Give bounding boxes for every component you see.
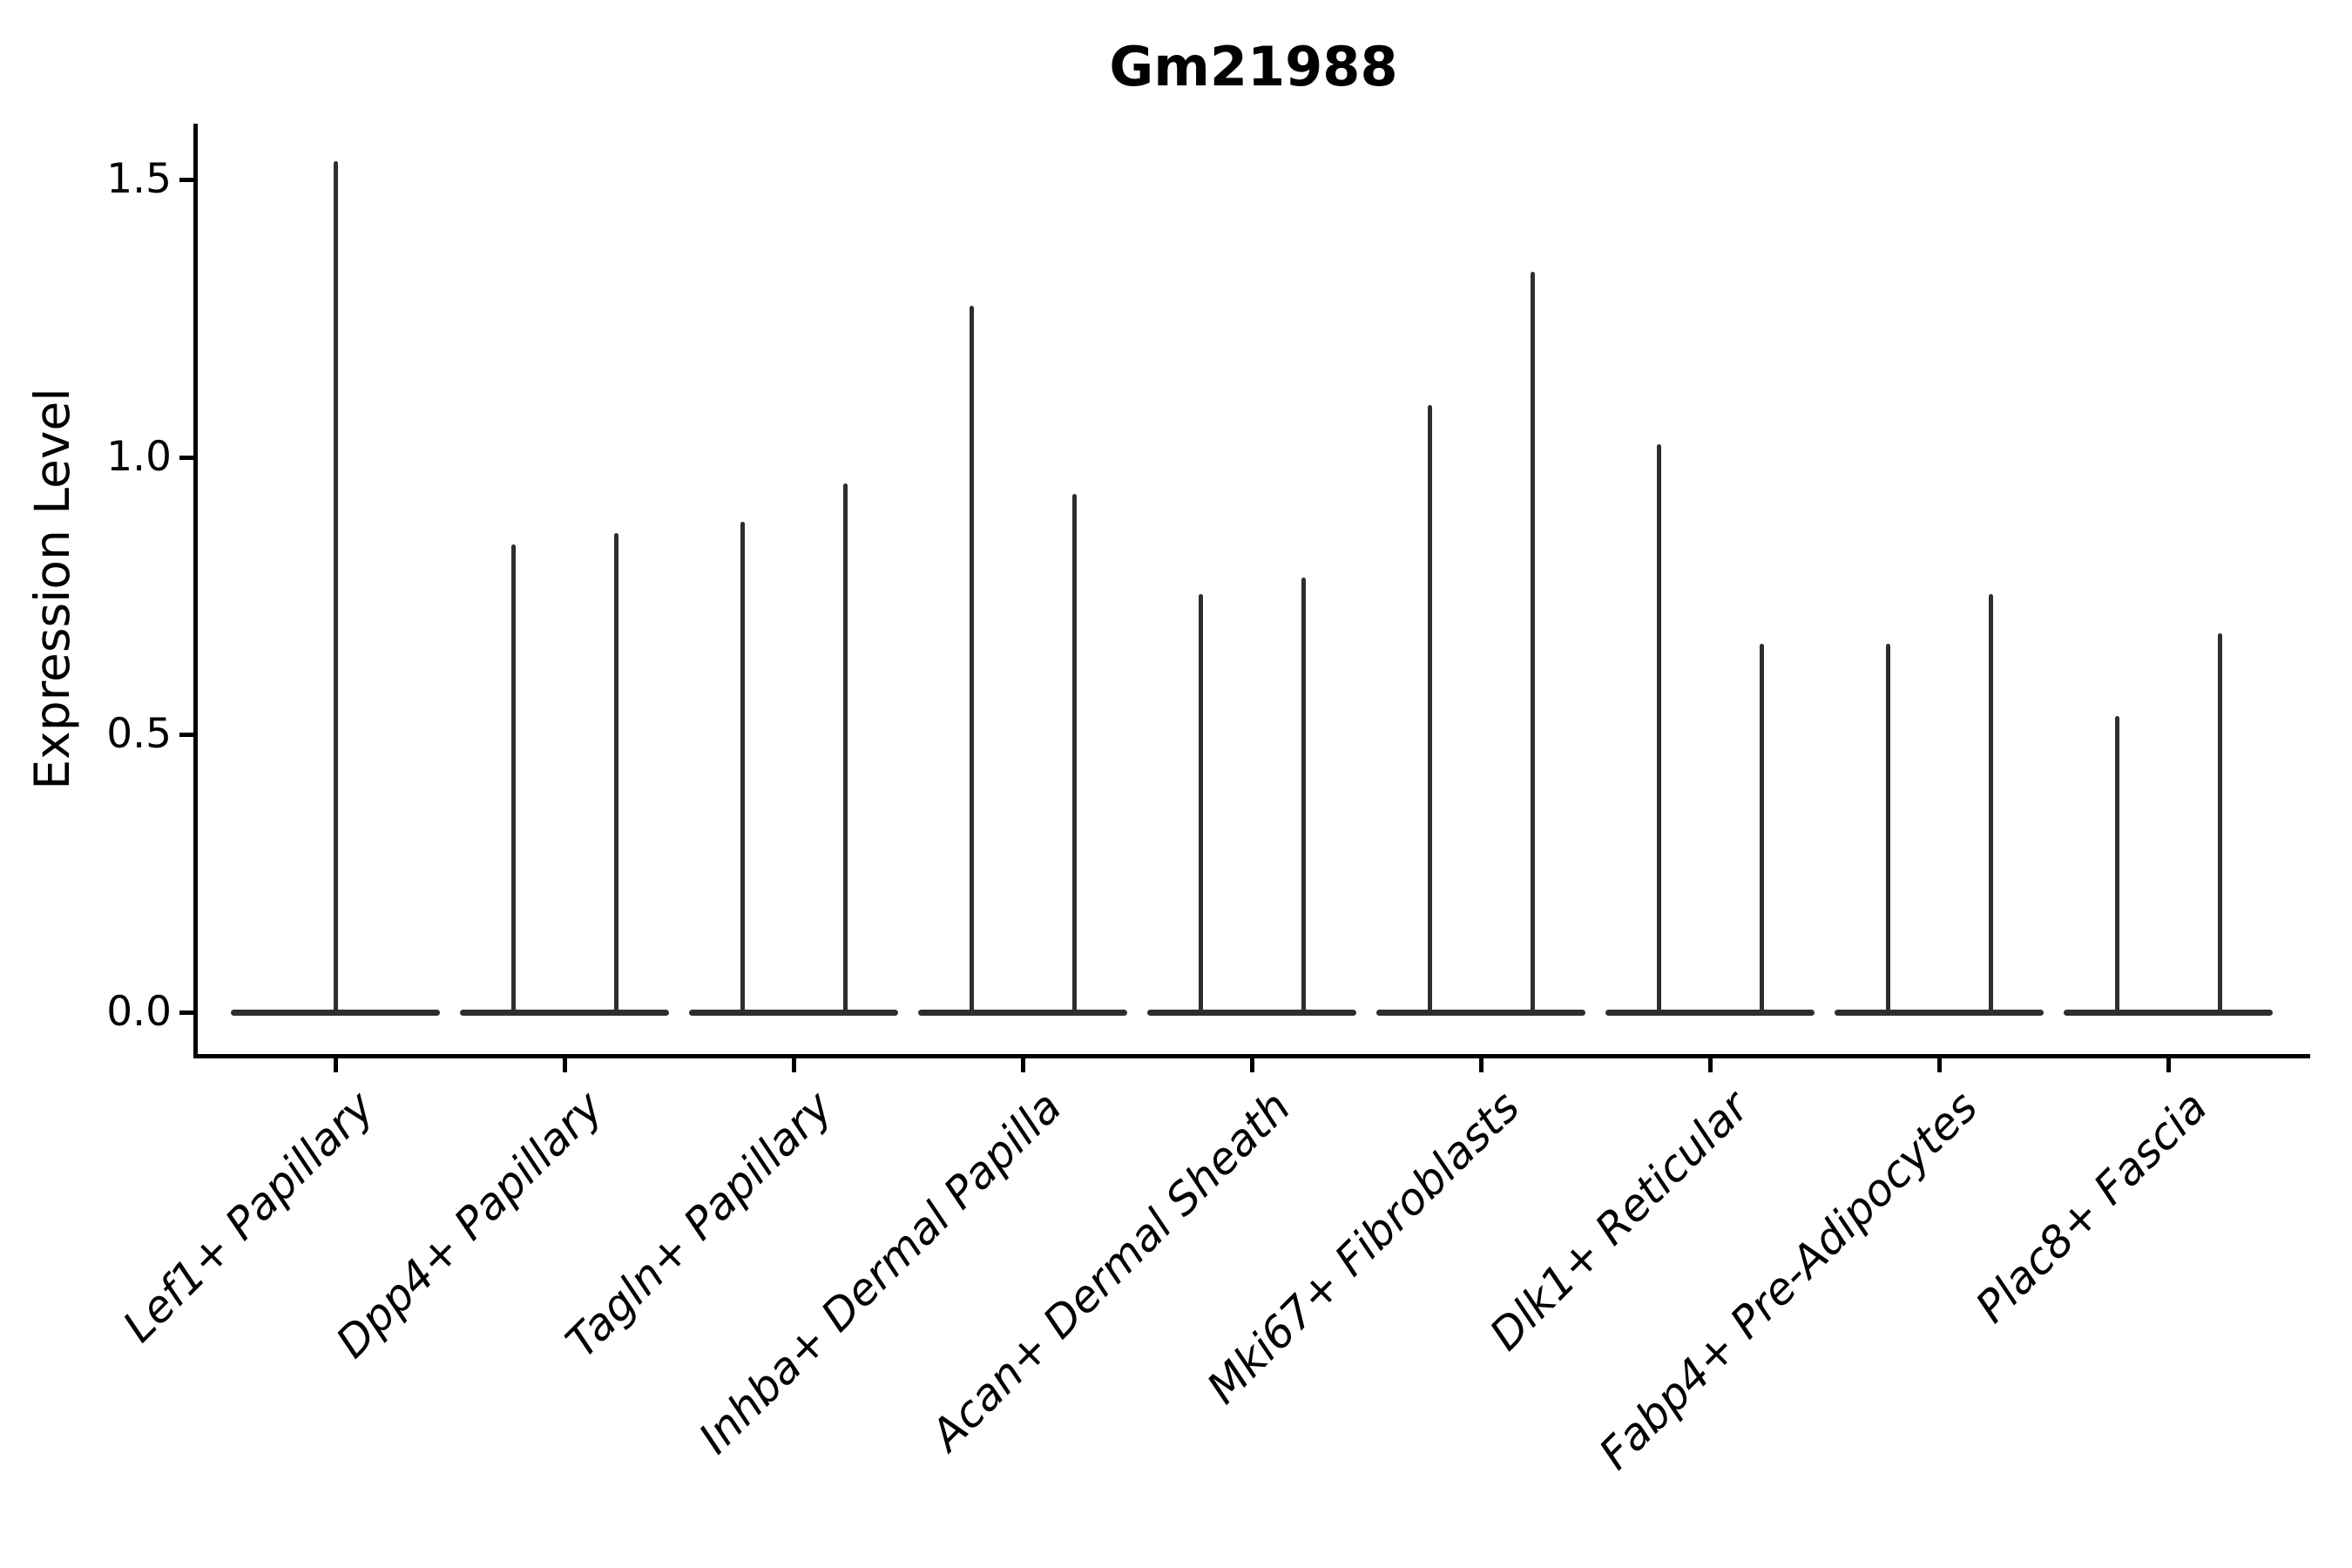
y-axis-spine [193,124,198,1058]
violin-baseline [1376,1010,1585,1016]
violin-spike [1198,594,1203,1015]
violin-spike [1427,405,1432,1015]
violin-baseline [689,1010,898,1016]
violin-spike [2217,632,2222,1015]
violin-baseline [918,1010,1127,1016]
violin-baseline [460,1010,669,1016]
x-tick-label: Lef1+ Papillary [113,1081,384,1352]
x-tick [333,1058,338,1072]
violin-baseline [1835,1010,2044,1016]
x-tick [2166,1058,2171,1072]
violin-spike [1656,443,1661,1015]
x-tick [1478,1058,1484,1072]
chart-title: Gm21988 [1109,35,1398,98]
x-tick [562,1058,567,1072]
violin-spike [1759,644,1764,1015]
violin-spike [842,483,848,1015]
x-axis-spine [193,1054,2310,1058]
x-tick-label: Fabp4+ Pre-Adipocytes [1590,1081,1988,1480]
violin-spike [333,160,338,1015]
x-tick [1020,1058,1025,1072]
violin-baseline [2064,1010,2273,1016]
y-tick [179,455,193,460]
x-tick [1936,1058,1942,1072]
y-tick-label: 1.5 [106,155,172,203]
violin-spike [2114,716,2119,1015]
x-tick [1707,1058,1713,1072]
violin-spike [740,522,745,1015]
y-tick [179,178,193,182]
violin-spike [1988,594,1993,1015]
y-tick [179,1010,193,1015]
y-tick-label: 1.0 [106,432,172,481]
violin-spike [613,532,618,1015]
y-tick-label: 0.5 [106,710,172,759]
violin-spike [1530,272,1535,1015]
violin-spike [1301,577,1306,1015]
y-tick [179,733,193,738]
violin-baseline [1147,1010,1356,1016]
violin-spike [969,305,974,1015]
x-tick-label: Plac8+ Fascia [1965,1081,2217,1333]
x-tick [791,1058,796,1072]
y-tick-label: 0.0 [106,988,172,1036]
violin-baseline [1605,1010,1815,1016]
x-tick [1249,1058,1254,1072]
violin-spike [510,544,516,1015]
violin-spike [1885,644,1890,1015]
violin-spike [1071,494,1077,1015]
